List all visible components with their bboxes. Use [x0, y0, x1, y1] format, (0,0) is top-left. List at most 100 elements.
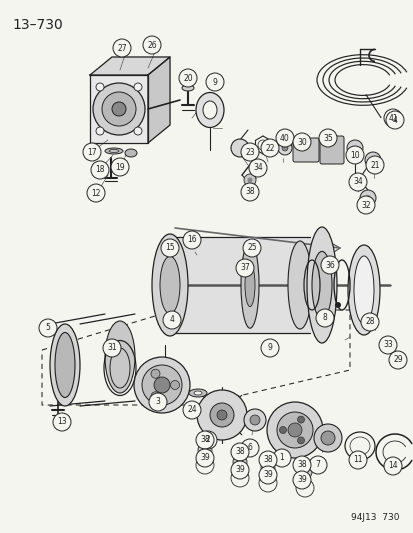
Circle shape	[178, 69, 197, 87]
Circle shape	[243, 409, 266, 431]
Ellipse shape	[202, 101, 216, 119]
Circle shape	[276, 412, 312, 448]
Circle shape	[275, 129, 293, 147]
Text: 29: 29	[392, 356, 402, 365]
Circle shape	[297, 437, 304, 444]
Text: 15: 15	[165, 244, 174, 253]
Text: 12: 12	[91, 189, 100, 198]
Circle shape	[354, 175, 364, 185]
Circle shape	[216, 410, 226, 420]
Ellipse shape	[287, 241, 311, 329]
Circle shape	[87, 184, 105, 202]
Circle shape	[240, 143, 259, 161]
Text: 39: 39	[235, 465, 244, 474]
Circle shape	[233, 455, 247, 469]
Text: 37: 37	[240, 263, 249, 272]
Circle shape	[292, 133, 310, 151]
Circle shape	[206, 73, 223, 91]
Text: 17: 17	[87, 148, 97, 157]
Text: 27: 27	[117, 44, 126, 52]
Circle shape	[236, 459, 242, 465]
Circle shape	[383, 109, 401, 127]
Circle shape	[183, 401, 201, 419]
Text: 41: 41	[387, 114, 397, 123]
Text: 23: 23	[244, 148, 254, 157]
Text: 38: 38	[263, 456, 272, 464]
Text: 14: 14	[387, 462, 397, 471]
Circle shape	[264, 465, 271, 471]
Circle shape	[151, 392, 159, 401]
Text: 1: 1	[279, 454, 284, 463]
Circle shape	[378, 336, 396, 354]
Circle shape	[134, 127, 142, 135]
Text: 6: 6	[247, 443, 252, 453]
Circle shape	[53, 413, 71, 431]
Ellipse shape	[152, 234, 188, 336]
Text: 19: 19	[115, 163, 124, 172]
Circle shape	[161, 239, 178, 257]
Circle shape	[240, 183, 259, 201]
Circle shape	[259, 451, 276, 469]
Circle shape	[360, 313, 378, 331]
Circle shape	[281, 145, 287, 151]
Circle shape	[248, 159, 266, 177]
Circle shape	[318, 129, 336, 147]
Circle shape	[154, 377, 170, 393]
Circle shape	[365, 156, 383, 174]
Circle shape	[260, 139, 278, 157]
Text: 10: 10	[349, 150, 359, 159]
Circle shape	[142, 365, 182, 405]
Circle shape	[197, 443, 211, 457]
Text: 26: 26	[147, 41, 157, 50]
Circle shape	[103, 339, 121, 357]
Circle shape	[113, 39, 131, 57]
Circle shape	[315, 309, 333, 327]
Circle shape	[388, 351, 406, 369]
Circle shape	[383, 457, 401, 475]
Text: 38: 38	[235, 448, 244, 456]
Text: 33: 33	[382, 341, 392, 350]
Circle shape	[102, 92, 136, 126]
Ellipse shape	[159, 256, 180, 314]
Circle shape	[259, 466, 276, 484]
Circle shape	[272, 449, 290, 467]
Polygon shape	[147, 57, 170, 143]
Circle shape	[297, 465, 311, 479]
Text: 39: 39	[199, 454, 209, 463]
Circle shape	[348, 173, 366, 191]
Text: 36: 36	[324, 261, 334, 270]
Text: 9: 9	[212, 77, 217, 86]
Circle shape	[356, 196, 374, 214]
Circle shape	[320, 431, 334, 445]
Text: 18: 18	[95, 166, 104, 174]
Text: 3: 3	[155, 398, 160, 407]
Ellipse shape	[55, 333, 75, 398]
Ellipse shape	[105, 321, 135, 393]
Text: 13–730: 13–730	[12, 18, 63, 32]
Circle shape	[243, 174, 255, 186]
Ellipse shape	[353, 256, 373, 324]
Text: 8: 8	[322, 313, 327, 322]
Ellipse shape	[189, 389, 206, 397]
Circle shape	[91, 161, 109, 179]
Circle shape	[292, 456, 310, 474]
Text: 34: 34	[352, 177, 362, 187]
Circle shape	[334, 302, 340, 308]
Text: 20: 20	[183, 74, 192, 83]
Ellipse shape	[105, 148, 123, 154]
Circle shape	[96, 83, 104, 91]
Text: 35: 35	[322, 133, 332, 142]
Circle shape	[320, 256, 338, 274]
Circle shape	[199, 431, 216, 449]
Circle shape	[346, 140, 362, 156]
Ellipse shape	[50, 324, 80, 406]
Circle shape	[195, 431, 214, 449]
Text: 11: 11	[352, 456, 362, 464]
Circle shape	[345, 146, 363, 164]
Circle shape	[385, 111, 403, 129]
Circle shape	[39, 319, 57, 337]
Circle shape	[364, 152, 380, 168]
Circle shape	[149, 393, 166, 411]
Circle shape	[96, 127, 104, 135]
Circle shape	[301, 469, 307, 475]
